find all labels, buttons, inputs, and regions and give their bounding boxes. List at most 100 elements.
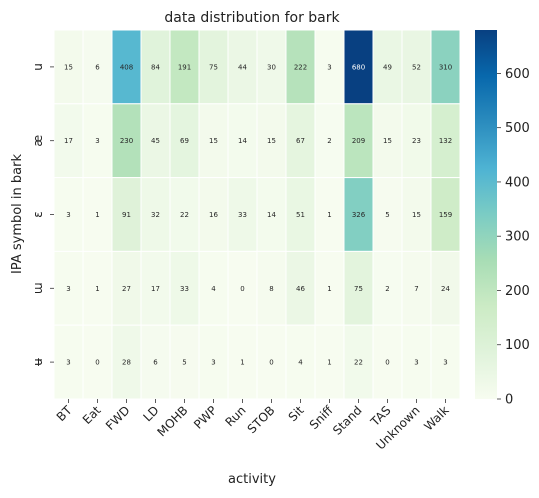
x-tick-label: Stand xyxy=(330,403,365,438)
cell-value-label: 67 xyxy=(296,137,305,145)
cell-value-label: 5 xyxy=(385,211,389,219)
cell-value-label: 45 xyxy=(151,137,160,145)
heatmap-cell xyxy=(343,250,374,326)
colorbar xyxy=(475,30,497,399)
cell-value-label: 75 xyxy=(354,285,363,293)
cell-value-label: 310 xyxy=(439,63,452,71)
x-tick-label: MOHB xyxy=(155,403,191,439)
x-tick-label: PWP xyxy=(191,403,220,432)
heatmap-cell xyxy=(314,29,345,105)
cell-value-label: 8 xyxy=(269,285,273,293)
cell-value-label: 33 xyxy=(180,285,189,293)
heatmap-cell xyxy=(430,250,461,326)
heatmap-cell xyxy=(169,103,200,179)
cell-value-label: 6 xyxy=(153,359,158,367)
colorbar-tick-label: 300 xyxy=(505,230,530,245)
heatmap-cell xyxy=(111,324,142,400)
cell-value-label: 3 xyxy=(66,285,70,293)
x-tick-label: STOB xyxy=(245,403,278,436)
heatmap-cell xyxy=(372,29,403,105)
heatmap-cell xyxy=(140,250,171,326)
x-axis-label: activity xyxy=(228,472,276,487)
heatmap-cell xyxy=(256,103,287,179)
cell-value-label: 84 xyxy=(151,63,160,71)
cell-value-label: 17 xyxy=(64,137,73,145)
heatmap-cell xyxy=(285,103,316,179)
heatmap-cell xyxy=(430,29,461,105)
heatmap-cell xyxy=(314,324,345,400)
heatmap-cell xyxy=(372,324,403,400)
cell-value-label: 3 xyxy=(327,63,331,71)
cell-value-label: 22 xyxy=(354,359,363,367)
cell-value-label: 2 xyxy=(327,137,331,145)
colorbar-tick-label: 500 xyxy=(505,121,530,136)
heatmap-cell xyxy=(198,250,229,326)
y-tick-label: ɛ xyxy=(31,211,45,218)
cell-value-label: 4 xyxy=(211,285,216,293)
heatmap-cell xyxy=(53,250,84,326)
cell-value-label: 51 xyxy=(296,211,305,219)
heatmap-cell xyxy=(430,324,461,400)
cell-value-label: 33 xyxy=(238,211,247,219)
cell-value-label: 22 xyxy=(180,211,189,219)
colorbar-tick-label: 200 xyxy=(505,284,530,299)
y-tick-label: ʉ xyxy=(31,358,45,366)
heatmap-cell xyxy=(111,177,142,252)
cell-value-label: 680 xyxy=(352,63,365,71)
colorbar-tick-label: 600 xyxy=(505,67,530,82)
y-tick-labels: u æ ɛ ɯ ʉ xyxy=(31,63,54,366)
x-tick-label: Sit xyxy=(286,403,307,424)
heatmap-cell xyxy=(256,250,287,326)
heatmap-cell xyxy=(169,250,200,326)
y-axis-label: IPA symbol in bark xyxy=(10,154,25,274)
cell-value-label: 30 xyxy=(267,63,276,71)
heatmap-cell xyxy=(111,250,142,326)
cell-value-label: 408 xyxy=(120,63,133,71)
heatmap-cell xyxy=(285,177,316,252)
cell-value-label: 24 xyxy=(441,285,450,293)
cell-value-label: 52 xyxy=(412,63,421,71)
heatmap-cell xyxy=(198,29,229,105)
cell-value-label: 75 xyxy=(209,63,218,71)
y-tick-label: æ xyxy=(31,135,45,147)
cell-value-label: 46 xyxy=(296,285,305,293)
cell-value-label: 159 xyxy=(439,211,452,219)
cell-value-label: 1 xyxy=(327,285,331,293)
colorbar-tick-label: 100 xyxy=(505,338,530,353)
heatmap-cell xyxy=(256,29,287,105)
heatmap-cell xyxy=(227,250,258,326)
y-tick-label: u xyxy=(31,63,45,71)
cell-value-label: 191 xyxy=(178,63,191,71)
cell-value-label: 0 xyxy=(385,359,389,367)
colorbar-tick-label: 400 xyxy=(505,175,530,190)
heatmap-cell xyxy=(111,103,142,179)
cell-value-label: 15 xyxy=(412,211,421,219)
x-tick-label: BT xyxy=(54,403,75,424)
cell-value-label: 230 xyxy=(120,137,133,145)
cell-value-label: 1 xyxy=(327,211,331,219)
cell-value-label: 0 xyxy=(240,285,244,293)
heatmap-cell xyxy=(140,103,171,179)
cell-value-label: 3 xyxy=(66,359,70,367)
cell-value-label: 3 xyxy=(211,359,215,367)
cell-value-label: 32 xyxy=(151,211,160,219)
cell-value-label: 27 xyxy=(122,285,131,293)
cell-value-label: 1 xyxy=(240,359,244,367)
heatmap-cell xyxy=(343,324,374,400)
cell-value-label: 15 xyxy=(383,137,392,145)
cell-value-label: 44 xyxy=(238,63,247,71)
cell-value-label: 2 xyxy=(385,285,389,293)
heatmap-cell xyxy=(82,103,113,179)
cell-value-label: 326 xyxy=(352,211,366,219)
x-tick-label: Walk xyxy=(421,403,451,433)
heatmap-cell xyxy=(82,29,113,105)
cell-value-label: 49 xyxy=(383,63,392,71)
heatmap-cell xyxy=(227,103,258,179)
cell-value-label: 14 xyxy=(267,211,276,219)
cell-value-label: 28 xyxy=(122,359,131,367)
cell-value-label: 17 xyxy=(151,285,160,293)
cell-value-label: 3 xyxy=(66,211,70,219)
cell-value-label: 3 xyxy=(95,137,99,145)
chart-title: data distribution for bark xyxy=(164,10,340,26)
